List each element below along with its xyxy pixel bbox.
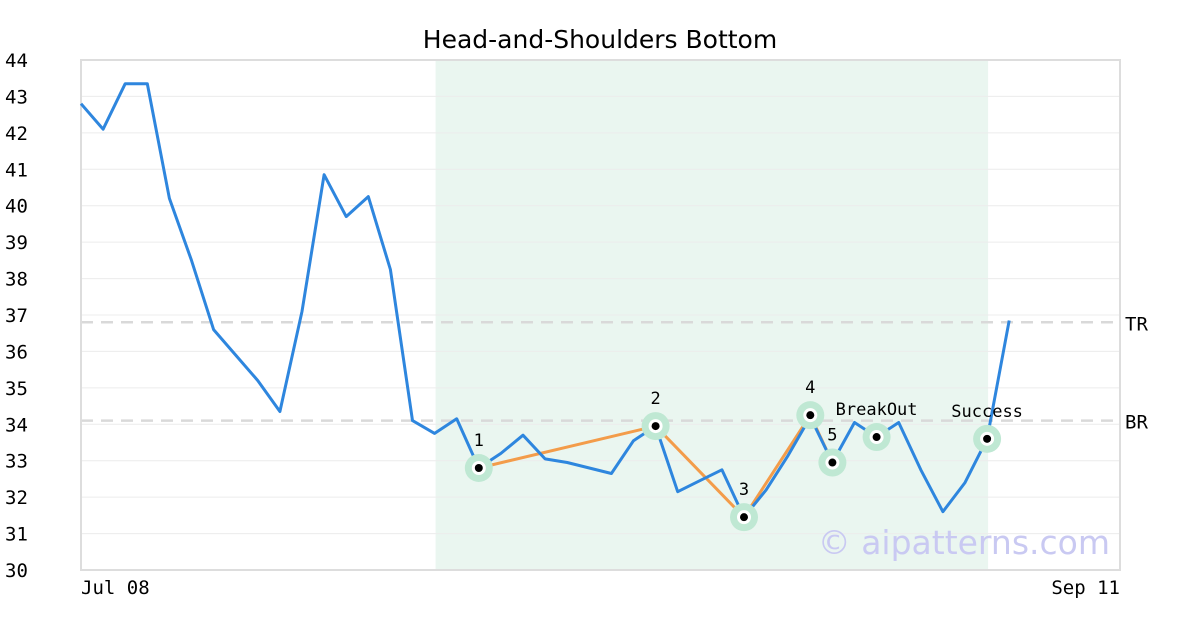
x-tick-label-end: Sep 11 xyxy=(1051,577,1120,599)
y-tick-label: 36 xyxy=(5,341,28,363)
pattern-point-5-dot xyxy=(828,458,837,467)
pattern-point-1-dot xyxy=(474,464,483,472)
plot-frame xyxy=(80,59,1121,571)
y-tick-label: 41 xyxy=(5,159,28,181)
price-line xyxy=(79,82,1011,519)
y-tick-label: 37 xyxy=(5,305,28,327)
y-tick-label: 34 xyxy=(5,414,28,436)
pattern-point-1-label: 1 xyxy=(474,431,484,451)
pattern-point-3-dot xyxy=(740,513,748,522)
watermark: © aipatterns.com xyxy=(818,523,1110,562)
event-point-success-dot xyxy=(983,434,992,443)
y-tick-label: 30 xyxy=(5,560,28,582)
pattern-point-2-dot xyxy=(651,422,660,431)
reference-lines: TR BR xyxy=(81,313,1148,434)
grid-lines xyxy=(81,59,1120,571)
x-tick-label-start: Jul 08 xyxy=(81,577,150,599)
pattern-point-2-label: 2 xyxy=(650,389,660,409)
pattern-markers: 1 2 3 4 5 BreakOut Success xyxy=(464,378,1023,532)
reference-line-label: BR xyxy=(1125,412,1148,434)
pattern-point-4-dot xyxy=(806,411,815,420)
y-tick-label: 42 xyxy=(5,123,28,145)
pattern-point-5-label: 5 xyxy=(827,426,837,446)
y-tick-label: 44 xyxy=(5,50,28,72)
y-tick-label: 38 xyxy=(5,269,28,291)
y-tick-labels: 30 31 32 33 34 35 36 37 38 39 40 41 42 43 44 xyxy=(5,50,28,582)
y-tick-label: 31 xyxy=(5,524,28,546)
y-tick-label: 40 xyxy=(5,196,28,218)
y-tick-label: 33 xyxy=(5,451,28,473)
event-point-breakout-dot xyxy=(872,433,881,442)
y-tick-label: 35 xyxy=(5,378,28,400)
y-tick-label: 32 xyxy=(5,487,28,509)
y-tick-label: 39 xyxy=(5,232,28,254)
chart-title: Head-and-Shoulders Bottom xyxy=(423,25,777,54)
reference-line-label: TR xyxy=(1125,313,1148,335)
event-point-breakout-label: BreakOut xyxy=(836,400,918,420)
pattern-point-3-label: 3 xyxy=(739,480,749,500)
event-point-success-label: Success xyxy=(951,402,1023,422)
y-tick-label: 43 xyxy=(5,86,28,108)
pattern-point-4-label: 4 xyxy=(805,378,815,398)
